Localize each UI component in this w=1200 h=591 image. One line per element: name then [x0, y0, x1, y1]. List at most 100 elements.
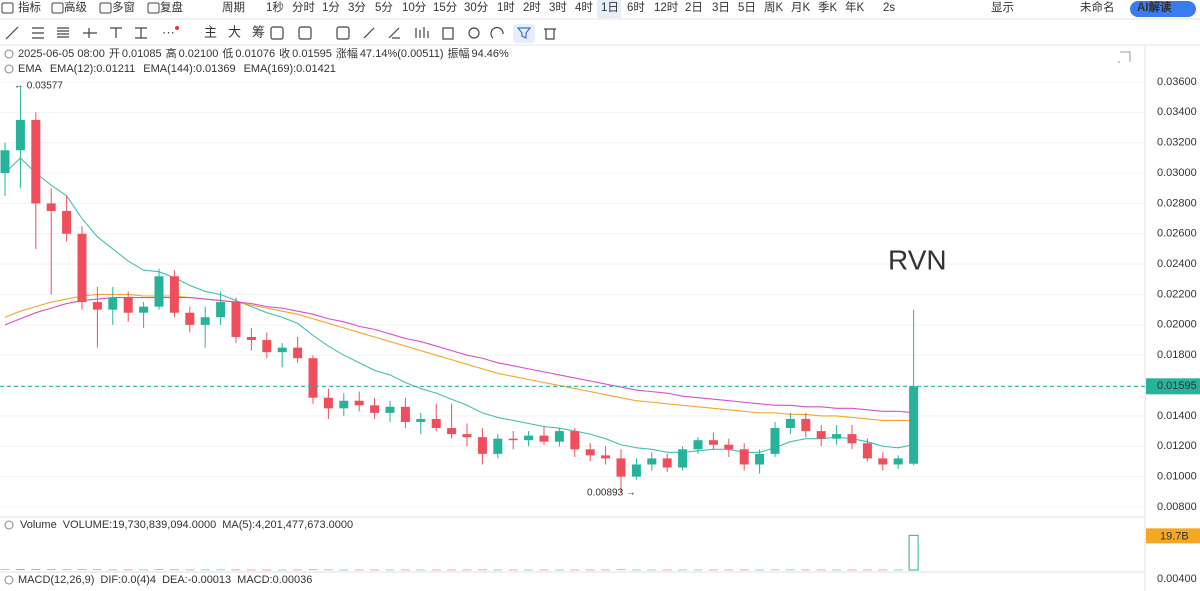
tool-active	[513, 24, 535, 43]
candle-body	[862, 443, 872, 459]
toolbar-item[interactable]: 周K	[764, 1, 783, 14]
macd-tick-label: 0.00400	[1157, 573, 1197, 585]
volume-bar	[15, 569, 25, 570]
tool-icon[interactable]	[336, 26, 350, 40]
toolbar-item[interactable]: 指标	[18, 0, 41, 14]
last-price-box	[1146, 378, 1200, 395]
tool-icon[interactable]	[490, 26, 504, 39]
toolbar-item[interactable]: AI解读	[1137, 0, 1172, 14]
toolbar-item[interactable]: 高级	[64, 0, 87, 14]
volume-bar	[862, 569, 872, 571]
legend-text: 2025-06-05 08:00	[18, 48, 105, 60]
toolbar-item[interactable]: 12时	[654, 1, 679, 14]
candle-body	[631, 464, 641, 477]
tool-cross[interactable]	[83, 28, 97, 38]
annotation: RVN	[888, 244, 947, 275]
toolbar-item[interactable]: 5日	[738, 2, 756, 14]
toolbar-icon[interactable]	[51, 2, 64, 14]
draw-tools: ···	[5, 24, 556, 43]
toolbar-item[interactable]: 1日	[601, 2, 619, 14]
volume-bar	[631, 569, 641, 571]
y-tick-label: 0.00800	[1157, 501, 1197, 513]
tool-delete[interactable]	[544, 28, 556, 40]
tool-icon[interactable]	[388, 27, 400, 39]
tool-icon[interactable]	[270, 26, 284, 40]
toolbar-item[interactable]: 15分	[433, 1, 458, 14]
toolbar-icon[interactable]	[147, 2, 160, 14]
volume-bar	[662, 569, 672, 571]
tool-icon[interactable]	[298, 26, 312, 40]
volume-label-box	[1146, 528, 1200, 544]
toolbar-item[interactable]: 3分	[348, 1, 366, 14]
volume-bar	[400, 569, 410, 571]
toolbar-item[interactable]: 2s	[883, 2, 895, 14]
tool-filter[interactable]	[516, 27, 532, 39]
toolbar-item[interactable]: 多窗	[112, 0, 135, 14]
candle-body	[308, 358, 318, 398]
toolbar-item[interactable]: 30分	[464, 1, 489, 14]
volume-bar	[554, 569, 564, 571]
candle-body	[508, 438, 518, 441]
candle-body	[323, 397, 333, 409]
y-tick-label: 0.01200	[1157, 440, 1197, 452]
toolbar-item[interactable]: 2日	[685, 2, 703, 14]
ema-line	[4, 157, 914, 453]
legend-text: MACD(12,26,9)	[18, 574, 94, 586]
volume-bar	[508, 569, 518, 571]
toolbar2-item[interactable]: 筹	[252, 24, 265, 39]
candle-body	[477, 437, 487, 454]
toolbar-item[interactable]: 1秒	[266, 0, 284, 14]
toolbar-item[interactable]: 月K	[791, 2, 810, 14]
toolbar-item[interactable]: 1时	[497, 1, 515, 14]
toolbar-item[interactable]: 季K	[818, 1, 837, 14]
toolbar-item[interactable]: 3日	[712, 2, 730, 14]
legend-text: 47.14%(0.00511)	[360, 48, 444, 60]
toolbar2-item[interactable]: 大	[228, 24, 241, 39]
candle-body	[832, 434, 842, 439]
candle-body	[770, 428, 780, 454]
toolbar-item[interactable]: 周期	[222, 1, 245, 14]
max-label: ← 0.03577	[14, 81, 63, 92]
toolbar-item[interactable]: 未命名	[1080, 0, 1115, 14]
tool-channel[interactable]	[57, 27, 69, 38]
volume-bar	[216, 569, 226, 571]
tool-icon[interactable]	[442, 27, 454, 40]
volume-label: 19.7B	[1160, 530, 1189, 542]
tool-icon[interactable]	[415, 27, 429, 38]
candle-body	[416, 418, 426, 422]
toolbar-item[interactable]: 复盘	[160, 0, 183, 14]
toolbar-item[interactable]: 5分	[375, 1, 393, 14]
toolbar-item[interactable]: 1分	[322, 1, 340, 14]
legend-text: 开	[109, 48, 120, 60]
tool-icon[interactable]	[468, 27, 480, 39]
candle-body	[0, 150, 10, 174]
toolbar-item[interactable]: 6时	[627, 1, 645, 14]
tool-icon[interactable]	[363, 27, 375, 39]
candle-body	[570, 431, 580, 450]
period-active	[597, 0, 621, 18]
toolbar-item[interactable]: 年K	[845, 0, 864, 14]
toolbar-item[interactable]: 4时	[575, 1, 593, 14]
toolbar-item[interactable]: 分时	[292, 1, 315, 14]
volume-bar	[801, 569, 811, 571]
tool-line[interactable]	[5, 26, 19, 40]
toolbar-icon[interactable]	[99, 2, 112, 14]
legend-text: 94.46%	[472, 48, 510, 60]
toolbar-item[interactable]: 2时	[523, 1, 541, 14]
volume-bar	[0, 569, 10, 570]
tool-t[interactable]	[110, 27, 122, 38]
tool-text[interactable]	[135, 27, 147, 39]
ai-button[interactable]	[1130, 1, 1196, 17]
toolbar2-item[interactable]: 主	[204, 24, 217, 39]
toolbar-item[interactable]: 3时	[549, 1, 567, 14]
volume-bar	[570, 569, 580, 571]
tool-more[interactable]: ···	[162, 24, 175, 39]
toolbar-icon[interactable]	[1, 2, 14, 14]
tool-hlines[interactable]	[32, 27, 44, 39]
toolbar-item[interactable]: 显示	[991, 1, 1014, 14]
candle-body	[708, 440, 718, 445]
volume-bar	[139, 569, 149, 571]
expand-icon[interactable]	[1118, 51, 1131, 63]
toolbar-item[interactable]: 10分	[402, 1, 427, 14]
legend-text: Volume	[20, 519, 57, 531]
